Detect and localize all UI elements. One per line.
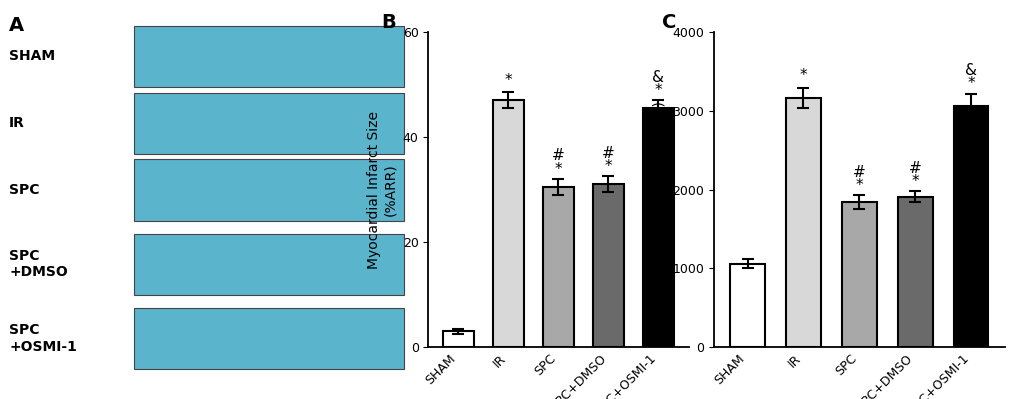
Text: *: *	[911, 174, 918, 189]
Text: A: A	[9, 16, 24, 35]
Text: &: &	[964, 63, 976, 78]
Text: SHAM: SHAM	[9, 49, 55, 63]
Text: #: #	[601, 146, 614, 161]
Bar	[842, 202, 875, 347]
Bar	[442, 331, 474, 347]
Text: SPC
+DMSO: SPC +DMSO	[9, 249, 68, 279]
Text: *: *	[799, 68, 806, 83]
Text: *: *	[504, 73, 512, 87]
Y-axis label: Myocardial Infarct Size
(%ARR): Myocardial Infarct Size (%ARR)	[367, 111, 396, 269]
Text: *: *	[554, 162, 561, 177]
Text: *: *	[604, 159, 611, 174]
FancyBboxPatch shape	[133, 160, 404, 221]
Bar	[642, 108, 674, 347]
Text: *: *	[654, 83, 661, 98]
FancyBboxPatch shape	[133, 234, 404, 295]
Bar	[542, 187, 574, 347]
FancyBboxPatch shape	[133, 308, 404, 369]
Y-axis label: LDH concentration (U/ml): LDH concentration (U/ml)	[652, 101, 666, 278]
Bar	[492, 100, 524, 347]
Text: #: #	[908, 161, 921, 176]
Text: C: C	[661, 13, 676, 32]
Text: SPC: SPC	[9, 183, 40, 197]
Text: *: *	[855, 178, 862, 193]
Bar	[786, 98, 820, 347]
Text: #: #	[551, 148, 565, 164]
Text: #: #	[852, 165, 865, 180]
Bar	[897, 197, 931, 347]
Text: SPC
+OSMI-1: SPC +OSMI-1	[9, 324, 76, 354]
Text: B: B	[381, 13, 396, 32]
Bar	[592, 184, 624, 347]
Text: &: &	[652, 70, 663, 85]
FancyBboxPatch shape	[133, 93, 404, 154]
Text: IR: IR	[9, 116, 25, 130]
FancyBboxPatch shape	[133, 26, 404, 87]
Bar	[730, 264, 764, 347]
Bar	[953, 106, 987, 347]
Text: *: *	[966, 76, 974, 91]
